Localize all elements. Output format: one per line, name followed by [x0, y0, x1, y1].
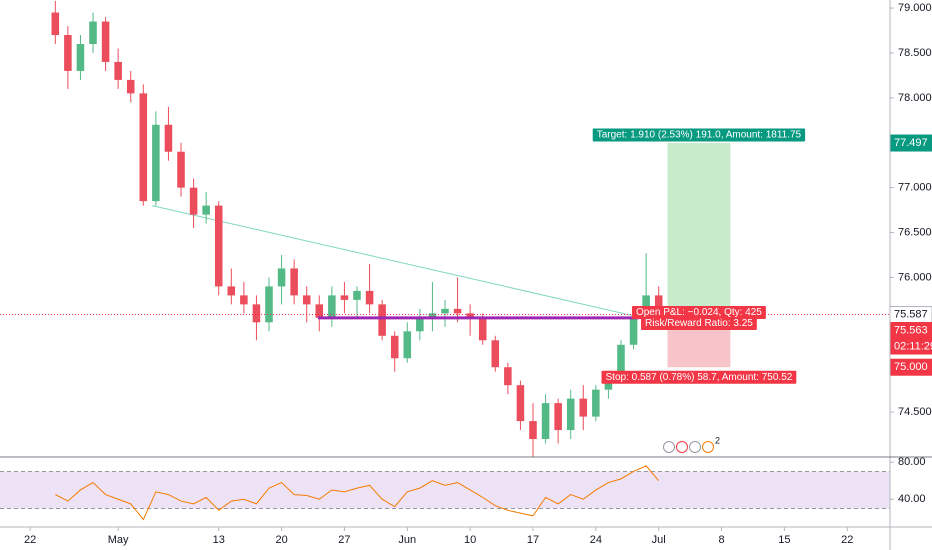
candle-body [478, 317, 487, 341]
x-tick-label: 10 [464, 534, 476, 546]
candle-body [227, 286, 236, 296]
candle-body [202, 205, 210, 215]
candle-body [152, 124, 160, 202]
candle-body [164, 124, 173, 152]
candle-body [491, 340, 500, 368]
candle-body [76, 43, 85, 71]
price-badge-label: 77.497 [894, 137, 928, 149]
candle-body [592, 389, 600, 417]
position-label: Risk/Reward Ratio: 3.25 [645, 318, 753, 329]
x-tick-label: 20 [275, 534, 287, 546]
candle-body [453, 308, 462, 314]
event-icon[interactable] [702, 441, 714, 453]
candle-body [265, 286, 273, 323]
event-icon[interactable] [676, 441, 688, 453]
y-tick-label: 78.500 [898, 47, 932, 59]
event-icon[interactable] [689, 441, 701, 453]
x-tick-label: Jun [398, 534, 416, 546]
position-label: Stop: 0.587 (0.78%) 58.7, Amount: 750.52 [606, 372, 793, 383]
position-label-bg [592, 128, 806, 142]
y-tick-label: 40.00 [898, 493, 926, 505]
event-icon[interactable] [663, 441, 675, 453]
candle-body [315, 304, 324, 318]
candle-body [428, 313, 437, 318]
candle-body [403, 331, 412, 359]
x-tick-label: 24 [590, 534, 602, 546]
countdown-label: 02:11:29 [894, 340, 932, 352]
candle-body [89, 21, 97, 44]
candle-body [466, 313, 474, 318]
rsi-line [55, 465, 660, 521]
y-tick-label: 80.00 [898, 456, 926, 468]
rsi-band [0, 471, 890, 509]
x-tick-label: 22 [24, 534, 36, 546]
candle-body [629, 317, 638, 345]
x-tick-label: Jul [652, 534, 666, 546]
position-label-bg [601, 370, 797, 384]
y-tick-label: 77.000 [898, 182, 932, 194]
candle-body [277, 268, 286, 287]
candle-body [189, 187, 198, 215]
candle-body [529, 421, 537, 440]
candle-body [328, 295, 336, 318]
candle-body [126, 79, 135, 94]
candle-body [365, 290, 374, 305]
candle-body [579, 398, 588, 417]
position-label-bg [631, 306, 766, 320]
candle-body [654, 295, 663, 315]
candle-body [114, 61, 122, 80]
profit-zone [667, 143, 731, 315]
candle-body [139, 93, 148, 202]
candle-body [617, 344, 625, 377]
x-tick-label: 15 [778, 534, 790, 546]
x-tick-label: 27 [338, 534, 350, 546]
price-badge-label: 75.587 [894, 308, 928, 320]
candle-body [302, 295, 311, 305]
y-tick-label: 79.000 [898, 2, 932, 14]
candle-body [390, 335, 399, 359]
candle-body [378, 304, 386, 336]
x-tick-label: May [108, 534, 129, 546]
price-badge-label: 75.000 [894, 361, 928, 373]
candle-body [416, 317, 424, 332]
trendline [151, 205, 639, 318]
candle-body [353, 290, 361, 300]
position-label: Open P&L: −0.024, Qty: 425 [636, 307, 762, 318]
x-tick-label: 8 [718, 534, 724, 546]
y-tick-label: 76.000 [898, 271, 932, 283]
y-tick-label: 74.500 [898, 406, 932, 418]
candle-body [252, 304, 261, 323]
x-tick-label: 22 [841, 534, 853, 546]
candle-body [554, 403, 562, 431]
x-tick-label: 13 [213, 534, 225, 546]
candle-body [541, 403, 550, 440]
y-tick-label: 76.500 [898, 226, 932, 238]
candle-body [340, 295, 349, 300]
candle-body [290, 268, 298, 296]
candle-body [516, 385, 525, 422]
candle-body [566, 398, 575, 431]
event-icons[interactable]: 2 [663, 435, 721, 453]
candle-body [101, 21, 110, 62]
position-label: Target: 1.910 (2.53%) 191.0, Amount: 181… [597, 130, 802, 141]
y-tick-label: 78.000 [898, 92, 932, 104]
price-badge-label: 75.563 [894, 324, 928, 336]
candle-body [64, 35, 72, 71]
position-label-bg [641, 317, 757, 331]
candle-body [214, 205, 223, 287]
event-count: 2 [715, 435, 720, 445]
candle-body [504, 367, 512, 386]
countdown-badge [890, 338, 932, 355]
candle-body [51, 12, 60, 36]
candle-body [441, 308, 449, 314]
candle-body [240, 295, 248, 305]
candle-body [177, 151, 185, 188]
x-tick-label: 17 [527, 534, 539, 546]
